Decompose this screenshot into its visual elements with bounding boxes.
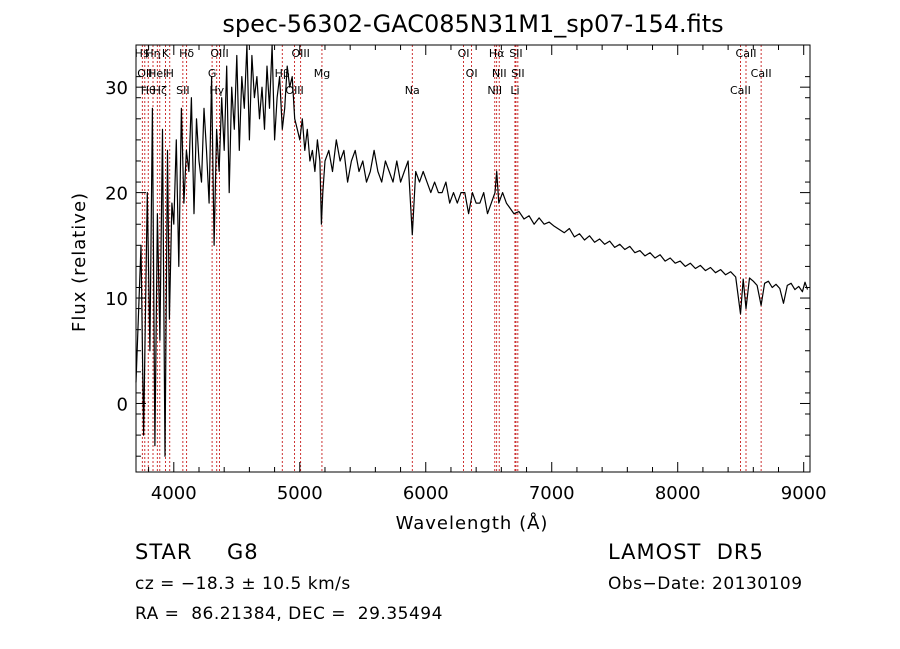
object-class: STAR xyxy=(135,540,193,564)
spectral-line-label: NII xyxy=(487,84,502,97)
spectral-line-label: OII xyxy=(137,67,152,80)
spectral-line-label: Hδ xyxy=(179,47,194,60)
spectral-line-label: CaII xyxy=(736,47,757,60)
chart-title: spec-56302-GAC085N31M1_sp07-154.fits xyxy=(222,10,723,38)
y-axis-ticks: 0 10 20 30 xyxy=(105,76,810,457)
survey-name: LAMOST DR5 xyxy=(608,540,764,564)
spectral-line-label: OI xyxy=(458,47,470,60)
spectral-line-label: OIII xyxy=(291,47,309,60)
spectral-line-label: Hζ xyxy=(153,84,167,97)
coordinates: RA = 86.21384, DEC = 29.35494 xyxy=(135,604,443,624)
x-tick-label: 6000 xyxy=(403,483,449,504)
spectral-line-label: Li xyxy=(510,84,519,97)
y-tick-label: 0 xyxy=(117,394,128,415)
y-tick-label: 10 xyxy=(105,289,128,310)
spectral-line-label: HeI xyxy=(148,67,166,80)
observation-date: Obs−Date: 20130109 xyxy=(608,574,803,594)
spectral-line-label: OIII xyxy=(210,47,228,60)
spectral-line-label: Na xyxy=(405,84,420,97)
spectral-line-label: CaII xyxy=(730,84,751,97)
spectral-line-label: SII xyxy=(511,67,524,80)
spectral-line-label: OIII xyxy=(285,84,303,97)
spectral-line-label: CaII xyxy=(751,67,772,80)
x-tick-label: 8000 xyxy=(655,483,701,504)
spectral-line-label: H xyxy=(166,67,174,80)
spectral-line-label: H$ xyxy=(135,47,150,60)
x-axis-ticks: 4000 5000 6000 7000 8000 9000 xyxy=(148,45,827,504)
spectral-line-label: NII xyxy=(492,67,507,80)
object-subclass: G8 xyxy=(227,540,259,564)
spectrum-series xyxy=(135,44,809,457)
x-tick-label: 4000 xyxy=(151,483,197,504)
spectral-line-label: Hη xyxy=(145,47,160,60)
spectral-line-label: Hγ xyxy=(209,84,224,97)
plot-frame xyxy=(135,44,811,473)
spectral-line-label: Mg xyxy=(314,67,330,80)
spectral-line-label: G xyxy=(208,67,217,80)
spectral-line-labels: H$OIIHθHηHeIHζKHSIIHδGHγOIIIHβOIIIOIIIMg… xyxy=(135,47,772,97)
y-axis-label: Flux (relative) xyxy=(69,192,90,332)
spectral-line-label: K xyxy=(162,47,170,60)
spectral-line-label: OI xyxy=(466,67,478,80)
y-tick-label: 20 xyxy=(105,184,128,205)
x-tick-label: 7000 xyxy=(529,483,575,504)
spectral-line-label: SII xyxy=(176,84,189,97)
redshift-velocity: cz = −18.3 ± 10.5 km/s xyxy=(135,574,351,594)
spectral-line-label: SII xyxy=(509,47,522,60)
spectral-line-label: Hα xyxy=(489,47,505,60)
x-tick-label: 5000 xyxy=(277,483,323,504)
x-tick-label: 9000 xyxy=(781,483,827,504)
spectrum-line xyxy=(135,44,809,457)
y-tick-label: 30 xyxy=(105,78,128,99)
x-axis-label: Wavelength (Å) xyxy=(396,512,549,534)
